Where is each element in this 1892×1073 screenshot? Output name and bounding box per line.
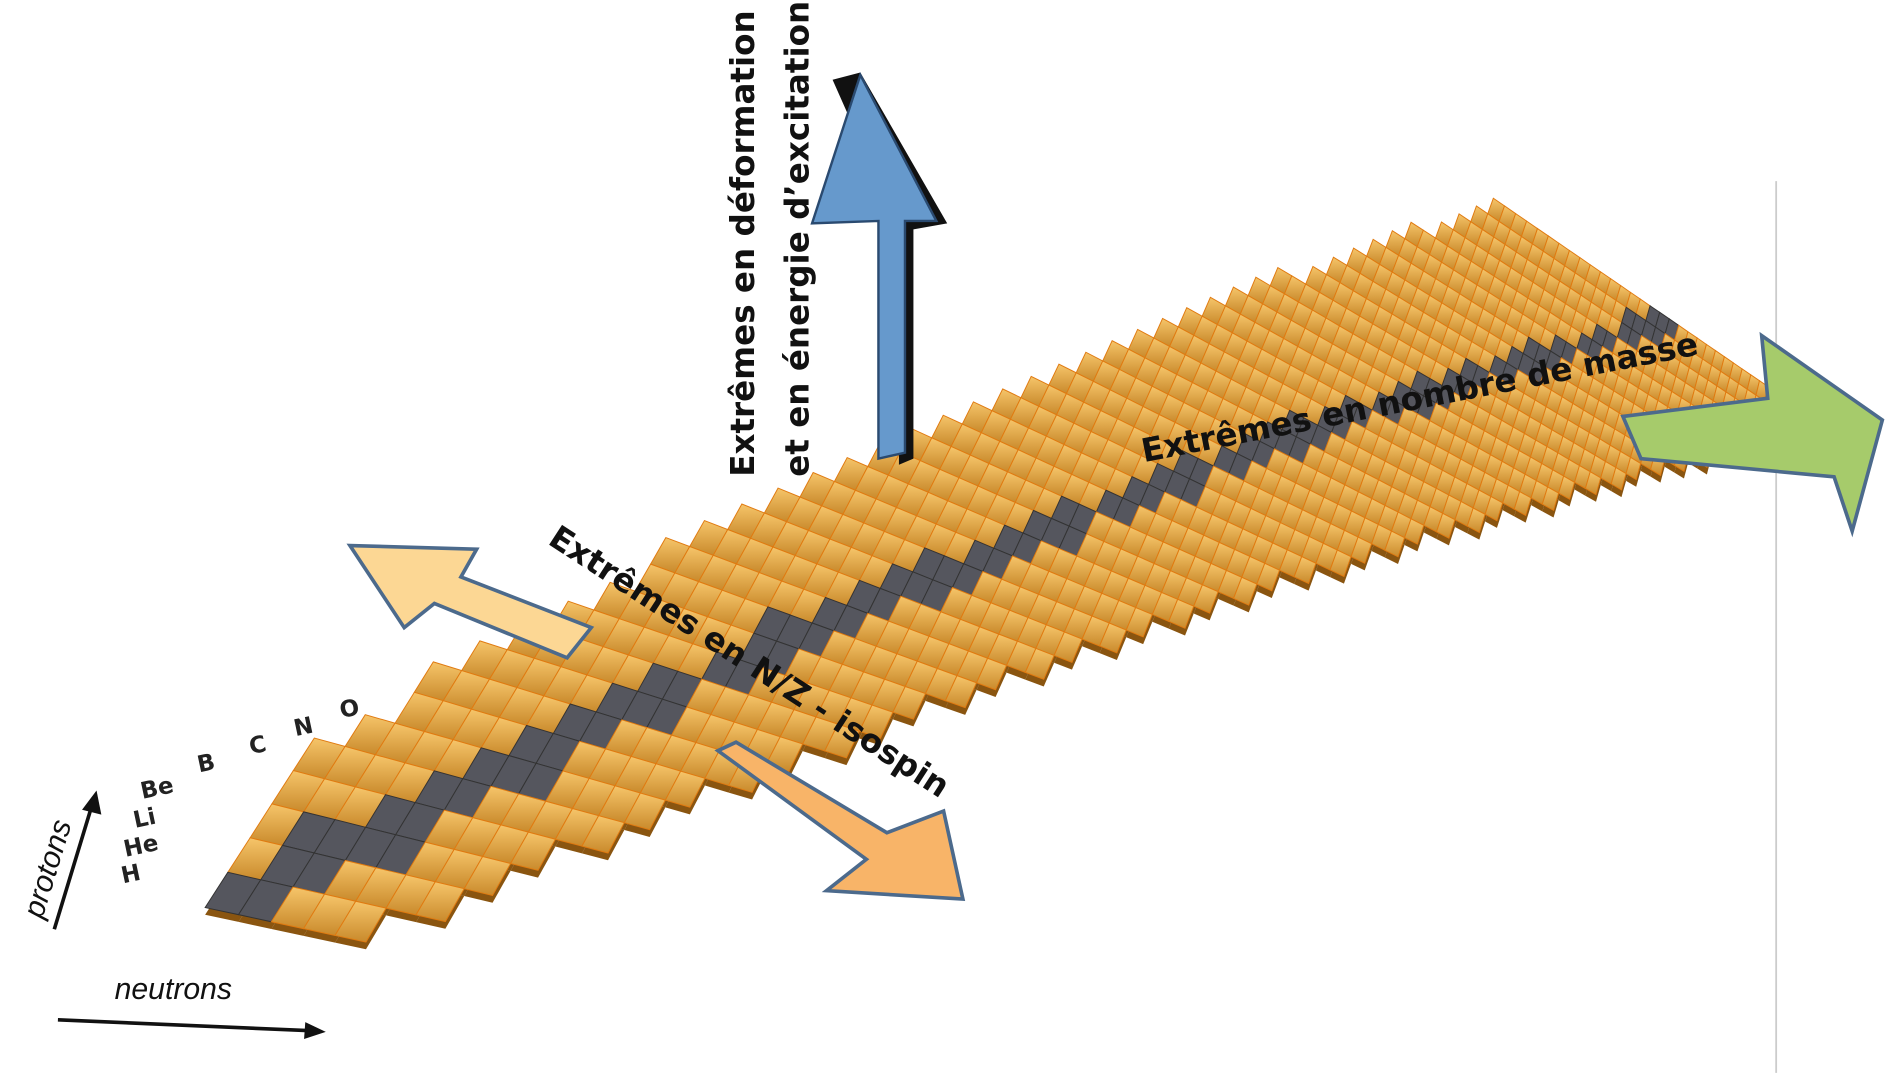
deformation-label: Extrêmes en déformation: [724, 10, 762, 476]
axis-arrowhead: [304, 1022, 326, 1039]
deformation-arrow: [812, 75, 936, 459]
element-label: He: [121, 830, 160, 863]
element-label: H: [119, 860, 143, 889]
axis-arrowhead: [82, 790, 101, 814]
element-label: Be: [138, 773, 176, 805]
element-label: O: [337, 694, 361, 723]
element-label: N: [291, 713, 315, 742]
protons-label: protons: [17, 816, 78, 923]
nuclear-chart-diagram: Extrêmes en déformation et en énergie d’…: [0, 0, 1892, 1073]
neutrons-axis: [58, 1020, 308, 1031]
n-rich-arrow: [350, 546, 591, 658]
element-label: Li: [131, 804, 158, 834]
excitation-label: et en énergie d’excitation: [778, 1, 816, 477]
element-label: C: [247, 731, 269, 760]
element-label: B: [195, 749, 217, 778]
neutrons-label: neutrons: [115, 973, 232, 1006]
